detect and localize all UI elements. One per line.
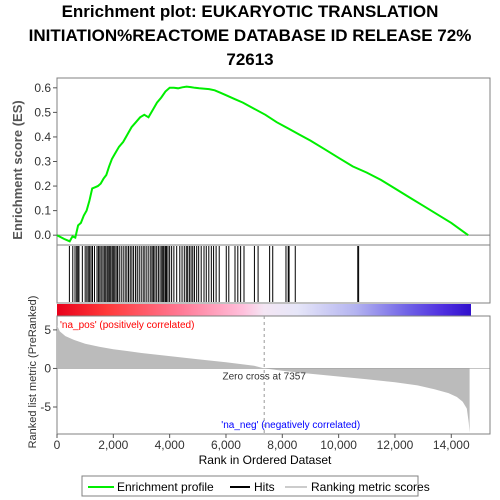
x-tick-label: 6,000 (211, 438, 241, 452)
es-y-tick-label: 0.5 (34, 105, 51, 119)
hits-panel (56, 244, 491, 304)
es-y-tick-label: 0.1 (34, 204, 51, 218)
enrichment-profile-line (56, 85, 469, 243)
metric-panel: -5 0 5 'na_pos' (positively correlated) Zero… (40, 315, 491, 435)
colorbar-pad (471, 304, 490, 316)
ranking-metric-area (57, 325, 470, 433)
legend-label-metric: Ranking metric scores (311, 480, 430, 494)
x-tick-label: 4,000 (155, 438, 185, 452)
x-tick-label: 8,000 (267, 438, 297, 452)
negative-correlation-label: 'na_neg' (negatively correlated) (221, 420, 360, 431)
es-axis-label: Enrichment score (ES) (10, 100, 25, 239)
x-axis-label: Rank in Ordered Dataset (199, 453, 332, 467)
es-y-tick-label: 0.3 (34, 155, 51, 169)
es-panel: 0.0 0.1 0.2 0.3 0.4 0.5 0.6 (34, 77, 491, 246)
legend-label-hits: Hits (254, 480, 275, 494)
x-tick-label: 12,000 (377, 438, 414, 452)
metric-y-tick-label: 5 (44, 323, 51, 337)
metric-y-tick-label: 0 (44, 361, 51, 375)
chart-title-line-2: INITIATION%REACTOME DATABASE ID RELEASE … (28, 26, 472, 45)
es-y-tick-label: 0.6 (34, 81, 51, 95)
positive-correlation-label: 'na_pos' (positively correlated) (60, 320, 194, 331)
x-tick-label: 0 (54, 438, 61, 452)
chart-title-line-1: Enrichment plot: EUKARYOTIC TRANSLATION (61, 2, 439, 21)
zero-cross-label: Zero cross at 7357 (223, 371, 307, 382)
legend-label-enrichment: Enrichment profile (117, 480, 214, 494)
legend: Enrichment profile Hits Ranking metric s… (81, 475, 430, 497)
metric-axis-label: Ranked list metric (PreRanked) (27, 296, 39, 449)
es-y-tick-label: 0.4 (34, 130, 51, 144)
es-y-tick-label: 0.0 (34, 228, 51, 242)
x-axis: 0 2,000 4,000 6,000 8,000 10,000 12,000 14,000 (54, 434, 470, 452)
chart-title-line-3: 72613 (226, 50, 274, 69)
x-tick-label: 2,000 (98, 438, 128, 452)
x-tick-label: 10,000 (320, 438, 357, 452)
x-tick-label: 14,000 (433, 438, 470, 452)
rank-colorbar (57, 304, 490, 316)
metric-y-tick-label: -5 (40, 400, 51, 414)
es-y-tick-label: 0.2 (34, 179, 51, 193)
hits-panel-frame (56, 244, 491, 304)
colorbar-rect (57, 304, 471, 316)
es-panel-frame (56, 77, 491, 246)
